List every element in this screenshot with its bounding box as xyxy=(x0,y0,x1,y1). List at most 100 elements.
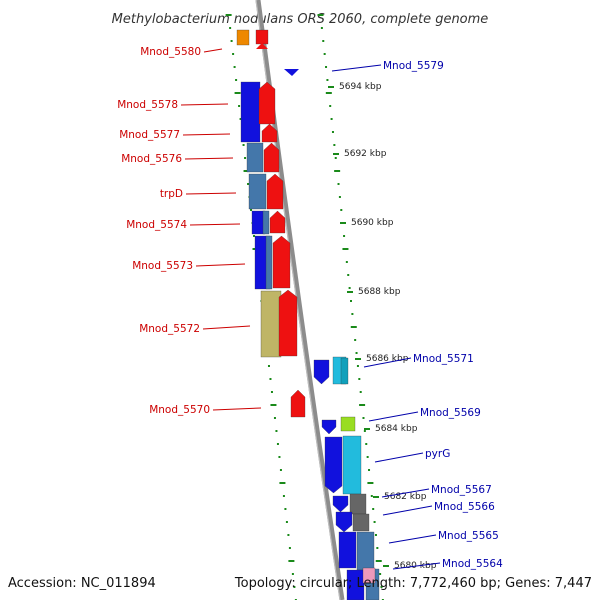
gene-arrow-reverse xyxy=(321,419,337,435)
gene-leader-line xyxy=(185,192,237,195)
gene-arrow-forward xyxy=(258,81,276,125)
left-tick-mark xyxy=(250,209,253,211)
right-tick-mark xyxy=(333,144,336,146)
left-tick-mark xyxy=(275,430,278,432)
gene-block xyxy=(255,29,269,45)
right-tick-mark xyxy=(350,326,357,328)
gene-leader-line xyxy=(182,133,231,136)
kbp-tick xyxy=(383,565,389,567)
right-tick-mark xyxy=(325,66,328,68)
gene-arrow-forward xyxy=(269,210,286,234)
gene-arrow-reverse xyxy=(335,511,353,533)
left-tick-mark xyxy=(270,404,277,406)
gene-block xyxy=(246,142,264,173)
gene-label-left: trpD xyxy=(160,188,183,200)
kbp-label: 5684 kbp xyxy=(375,424,418,434)
right-tick-mark xyxy=(363,430,366,432)
right-tick-mark xyxy=(348,287,351,289)
kbp-tick xyxy=(347,291,353,293)
gene-label-right: pyrG xyxy=(425,448,450,460)
kbp-tick xyxy=(373,496,379,498)
right-tick-mark xyxy=(334,170,341,172)
left-tick-mark xyxy=(232,53,235,55)
gene-block xyxy=(340,416,356,432)
left-tick-mark xyxy=(285,521,288,523)
kbp-label: 5686 kbp xyxy=(366,354,409,364)
gene-label-right: Mnod_5579 xyxy=(383,60,444,72)
right-tick-mark xyxy=(375,560,382,562)
gene-arrow-reverse xyxy=(332,495,349,513)
gene-label-left: Mnod_5574 xyxy=(126,219,187,231)
left-tick-mark xyxy=(279,482,286,484)
kbp-label: 5694 kbp xyxy=(339,82,382,92)
left-tick-mark xyxy=(288,560,295,562)
gene-block xyxy=(356,531,375,571)
left-tick-mark xyxy=(273,417,276,419)
gene-arrow-reverse xyxy=(284,69,299,76)
gene-leader-line xyxy=(374,452,424,463)
right-tick-mark xyxy=(347,274,350,276)
right-tick-mark xyxy=(362,417,365,419)
gene-leader-line xyxy=(202,325,251,330)
gene-leader-line xyxy=(363,357,412,368)
gene-leader-line xyxy=(203,48,223,53)
right-tick-mark xyxy=(338,196,341,198)
gene-leader-line xyxy=(382,505,433,516)
gene-block xyxy=(260,290,282,358)
right-tick-mark xyxy=(329,105,332,107)
right-tick-mark xyxy=(359,391,362,393)
gene-block xyxy=(349,493,367,515)
gene-leader-line xyxy=(388,534,437,544)
kbp-tick xyxy=(364,428,370,430)
right-tick-mark xyxy=(325,92,332,94)
left-tick-mark xyxy=(282,495,285,497)
kbp-label: 5692 kbp xyxy=(344,149,387,159)
left-tick-mark xyxy=(225,14,232,16)
gene-block xyxy=(352,513,370,532)
gene-block xyxy=(362,567,376,584)
gene-arrow-reverse xyxy=(324,436,343,494)
right-tick-mark xyxy=(330,118,333,120)
gene-leader-line xyxy=(184,157,234,160)
gene-block xyxy=(338,531,357,569)
right-tick-mark xyxy=(374,534,377,536)
gene-label-right: Mnod_5567 xyxy=(431,484,492,496)
right-tick-mark xyxy=(345,261,348,263)
gene-leader-line xyxy=(392,562,441,570)
right-tick-mark xyxy=(370,495,373,497)
gene-arrow-forward xyxy=(261,123,278,143)
right-tick-mark xyxy=(368,469,371,471)
left-tick-mark xyxy=(243,170,250,172)
left-tick-mark xyxy=(293,586,296,588)
left-tick-mark xyxy=(253,235,256,237)
gene-arrow-forward xyxy=(272,235,291,289)
left-tick-mark xyxy=(244,157,247,159)
left-tick-mark xyxy=(291,573,294,575)
gene-leader-line xyxy=(368,411,419,422)
right-tick-mark xyxy=(323,53,326,55)
map-title: Methylobacterium nodulans ORS 2060, comp… xyxy=(112,12,489,27)
left-tick-mark xyxy=(284,508,287,510)
left-tick-mark xyxy=(234,92,241,94)
right-tick-mark xyxy=(367,482,374,484)
left-tick-mark xyxy=(235,79,238,81)
right-tick-mark xyxy=(350,300,352,302)
left-tick-mark xyxy=(239,118,242,120)
left-tick-mark xyxy=(229,27,232,29)
gene-arrow-reverse xyxy=(313,359,330,385)
kbp-label: 5688 kbp xyxy=(358,287,401,297)
gene-block xyxy=(240,81,261,143)
right-tick-mark xyxy=(334,157,337,159)
right-tick-mark xyxy=(373,521,376,523)
gene-arrow-forward xyxy=(290,389,306,418)
right-tick-mark xyxy=(337,183,340,185)
left-tick-mark xyxy=(287,534,290,536)
right-tick-mark xyxy=(351,313,354,315)
gene-label-right: Mnod_5564 xyxy=(442,558,503,570)
right-tick-mark xyxy=(376,547,379,549)
gene-label-left: Mnod_5570 xyxy=(149,404,210,416)
gene-label-right: Mnod_5569 xyxy=(420,407,481,419)
gene-leader-line xyxy=(212,407,262,411)
gene-leader-line xyxy=(195,263,246,267)
left-tick-mark xyxy=(270,391,273,393)
